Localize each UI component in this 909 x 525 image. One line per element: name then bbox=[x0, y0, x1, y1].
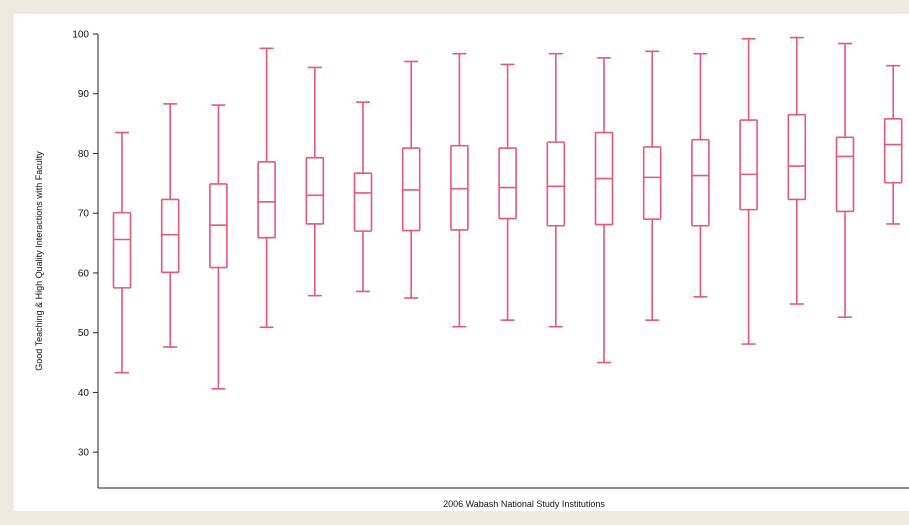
boxplot-chart: 30 40 50 60 70 80 90 100 Good Teaching & High Q… bbox=[34, 30, 909, 509]
box-1 bbox=[112, 131, 132, 374]
iqr-box bbox=[546, 141, 566, 227]
y-tick-label: 40 bbox=[78, 388, 90, 399]
box-6 bbox=[353, 101, 373, 293]
boxes-group bbox=[112, 36, 903, 390]
y-tick-label: 90 bbox=[78, 89, 90, 100]
box-9 bbox=[498, 63, 517, 321]
box-2 bbox=[160, 103, 180, 348]
box-10 bbox=[546, 52, 566, 328]
box-7 bbox=[401, 60, 421, 299]
box-12 bbox=[642, 50, 662, 321]
iqr-box bbox=[112, 211, 132, 289]
iqr-box bbox=[883, 118, 903, 184]
y-ticks: 30 40 50 60 70 80 90 100 bbox=[72, 30, 98, 459]
iqr-box bbox=[787, 113, 807, 201]
iqr-box bbox=[642, 146, 662, 220]
y-tick-label: 50 bbox=[78, 328, 90, 339]
iqr-box bbox=[498, 147, 517, 220]
box-14 bbox=[739, 37, 758, 345]
iqr-box bbox=[305, 156, 325, 225]
box-11 bbox=[594, 57, 614, 364]
box-3 bbox=[209, 104, 228, 390]
y-tick-label: 60 bbox=[78, 268, 90, 279]
chart-panel: 30 40 50 60 70 80 90 100 Good Teaching & High Q… bbox=[14, 14, 909, 511]
box-17 bbox=[883, 64, 903, 225]
box-16 bbox=[835, 42, 855, 318]
y-tick-label: 70 bbox=[78, 209, 90, 220]
iqr-box bbox=[691, 138, 710, 227]
box-15 bbox=[787, 36, 807, 305]
box-4 bbox=[257, 47, 276, 329]
iqr-box bbox=[353, 172, 373, 232]
y-axis-title: Good Teaching & High Quality Interaction… bbox=[34, 151, 44, 371]
y-tick-label: 80 bbox=[78, 149, 90, 160]
iqr-box bbox=[160, 198, 180, 274]
x-axis-title: 2006 Wabash National Study Institutions bbox=[443, 499, 605, 509]
box-5 bbox=[305, 66, 325, 297]
y-tick-label: 30 bbox=[78, 448, 90, 459]
iqr-box bbox=[739, 119, 758, 211]
iqr-box bbox=[450, 144, 469, 231]
box-8 bbox=[450, 52, 469, 328]
y-tick-label: 100 bbox=[72, 30, 89, 41]
box-13 bbox=[691, 52, 710, 298]
iqr-box bbox=[835, 136, 855, 213]
axes bbox=[97, 34, 909, 489]
iqr-box bbox=[257, 161, 276, 239]
